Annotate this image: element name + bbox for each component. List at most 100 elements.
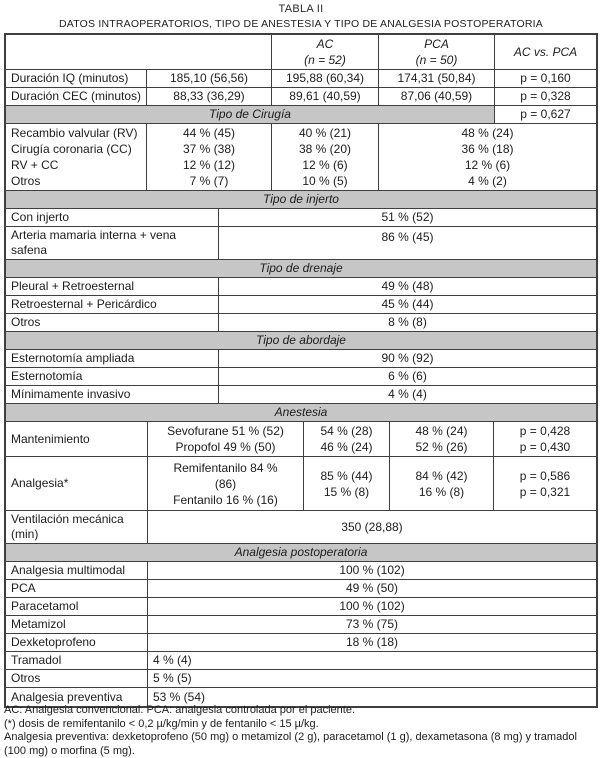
footnote-abbreviations: AC: Analgesia convencional. PCA: analges…: [4, 704, 356, 716]
row-duracion-cec: Duración CEC (minutos) 88,33 (36,29) 89,…: [6, 88, 596, 106]
header-row: AC (n = 52) PCA (n = 50) AC vs. PCA: [6, 35, 596, 70]
section-title: Tipo de injerto: [6, 191, 596, 208]
section-bar-cirugia: Tipo de Cirugía p = 0,627: [6, 106, 596, 124]
row-label: Metamizol: [6, 616, 148, 633]
analgesia-detail: Remifentanilo 84 % (86) Fentanilo 16 % (…: [148, 457, 304, 510]
analgesia-p: p = 0,586 p = 0,321: [494, 457, 596, 510]
row-pleural-retroesternal: Pleural + Retroesternal 49 % (48): [6, 278, 596, 296]
row-value: 350 (28,88): [341, 519, 403, 534]
value-pca: 16 % (8): [418, 484, 465, 499]
table-number: TABLA II: [278, 3, 324, 15]
row-value: 45 % (44): [381, 297, 434, 311]
row-value: 49 % (50): [345, 581, 399, 595]
header-empty-cell: [6, 35, 272, 69]
value-total: 88,33 (36,29): [147, 88, 272, 105]
mantenimiento-p: p = 0,428 p = 0,430: [494, 422, 596, 456]
value-p: p = 0,627: [520, 107, 571, 121]
row-label: Duración CEC (minutos): [6, 88, 147, 105]
row-duracion-iq: Duración IQ (minutos) 185,10 (56,56) 195…: [6, 70, 596, 88]
row-label: Mantenimiento: [6, 422, 148, 456]
value-pca: 4 % (2): [468, 174, 507, 188]
value-ac: 10 % (5): [302, 174, 348, 188]
section-bar-abordaje: Tipo de abordaje: [6, 332, 596, 350]
detail-line: (86): [214, 476, 237, 491]
footnotes: AC: Analgesia convencional. PCA: analges…: [4, 704, 600, 758]
header-pca-label: PCA: [424, 37, 449, 51]
row-value: 8 % (8): [388, 315, 427, 329]
value-pca: 87,06 (40,59): [379, 88, 495, 105]
value-p: p = 0,328: [520, 89, 571, 103]
row-label: Tramadol: [6, 652, 148, 669]
row-label: Otros: [6, 670, 148, 687]
row-value: 4 % (4): [388, 387, 427, 401]
row-drenaje-otros: Otros 8 % (8): [6, 314, 596, 332]
cirugia-pca: 48 % (24) 36 % (18) 12 % (6) 4 % (2): [379, 124, 596, 190]
row-label: Dexketoprofeno: [6, 634, 148, 651]
value-ac: 195,88 (60,34): [272, 70, 379, 87]
detail-line: Remifentanilo 84 %: [173, 460, 278, 475]
section-title: Anestesia: [6, 404, 596, 421]
header-ac-label: AC: [316, 37, 334, 51]
table-title: DATOS INTRAOPERATORIOS, TIPO DE ANESTESI…: [59, 18, 543, 30]
value-p: p = 0,160: [520, 71, 571, 85]
analgesia-pca: 84 % (42) 16 % (8): [390, 457, 494, 510]
row-label: Esternotomía ampliada: [6, 350, 219, 367]
row-label: PCA: [6, 580, 148, 597]
row-metamizol: Metamizol 73 % (75): [6, 616, 596, 634]
row-esternotomia-ampliada: Esternotomía ampliada 90 % (92): [6, 350, 596, 368]
value-pca: 48 % (24): [461, 126, 514, 140]
row-analgesia-preventiva: Analgesia preventiva 53 % (54): [6, 688, 596, 706]
value-ac: 38 % (20): [298, 142, 352, 156]
analgesia-ac: 85 % (44) 15 % (8): [304, 457, 390, 510]
header-col-pca: PCA (n = 50): [379, 35, 495, 69]
row-value: 49 % (48): [381, 279, 434, 293]
row-label: Recambio valvular (RV): [11, 126, 138, 140]
row-value: 100 % (102): [339, 599, 405, 613]
value-pca: 84 % (42): [415, 468, 468, 483]
value-total: 12 % (12): [182, 158, 236, 172]
section-bar-injerto: Tipo de injerto: [6, 191, 596, 209]
value-pca: 48 % (24): [415, 424, 468, 438]
section-title: Tipo de abordaje: [6, 332, 596, 349]
row-label: Ventilación mecánica (min): [6, 511, 148, 543]
row-label: Analgesia*: [6, 457, 148, 510]
value-total: 185,10 (56,56): [147, 70, 272, 87]
row-value: 51 % (52): [381, 210, 434, 224]
row-value: 5 % (5): [153, 671, 192, 685]
row-analgesia-multimodal: Analgesia multimodal 100 % (102): [6, 562, 596, 580]
header-col-ac: AC (n = 52): [272, 35, 379, 69]
row-mantenimiento: Mantenimiento Sevofurane 51 % (52) Propo…: [6, 422, 596, 457]
row-minimamente-invasivo: Mínimamente invasivo 4 % (4): [6, 386, 596, 404]
value-pca: 174,31 (50,84): [379, 70, 495, 87]
header-pca-n: (n = 50): [415, 53, 458, 67]
value-ac: 54 % (28): [320, 424, 373, 438]
row-label: Pleural + Retroesternal: [6, 278, 219, 295]
value-p: p = 0,430: [519, 440, 571, 454]
section-bar-drenaje: Tipo de drenaje: [6, 260, 596, 278]
value-ac: 15 % (8): [323, 484, 370, 499]
row-paracetamol: Paracetamol 100 % (102): [6, 598, 596, 616]
cirugia-ac: 40 % (21) 38 % (20) 12 % (6) 10 % (5): [272, 124, 379, 190]
detail-line: Fentanilo 16 % (16): [173, 492, 278, 507]
mantenimiento-detail: Sevofurane 51 % (52) Propofol 49 % (50): [148, 422, 304, 456]
row-label: Otros: [6, 314, 219, 331]
value-pca: 36 % (18): [461, 142, 514, 156]
row-label: Mínimamente invasivo: [6, 386, 219, 403]
row-label: Retroesternal + Pericárdico: [6, 296, 219, 313]
row-value: 86 % (45): [381, 230, 434, 244]
row-analgesia-anestesia: Analgesia* Remifentanilo 84 % (86) Fenta…: [6, 457, 596, 511]
row-label: Cirugía coronaria (CC): [11, 142, 132, 156]
row-retroesternal-pericardico: Retroesternal + Pericárdico 45 % (44): [6, 296, 596, 314]
row-value: 73 % (75): [345, 617, 399, 631]
detail-line: Sevofurane 51 % (52): [167, 424, 284, 438]
row-label: Con injerto: [6, 209, 219, 226]
row-esternotomia: Esternotomía 6 % (6): [6, 368, 596, 386]
detail-line: Propofol 49 % (50): [175, 440, 276, 454]
row-label: Analgesia preventiva: [6, 688, 148, 706]
row-value: 4 % (4): [153, 653, 192, 667]
value-ac: 85 % (44): [320, 468, 373, 483]
section-bar-anestesia: Anestesia: [6, 404, 596, 422]
row-value: 18 % (18): [345, 635, 399, 649]
value-total: 7 % (7): [189, 174, 229, 188]
footnote-preventiva: Analgesia preventiva: dexketoprofeno (50…: [4, 731, 577, 757]
